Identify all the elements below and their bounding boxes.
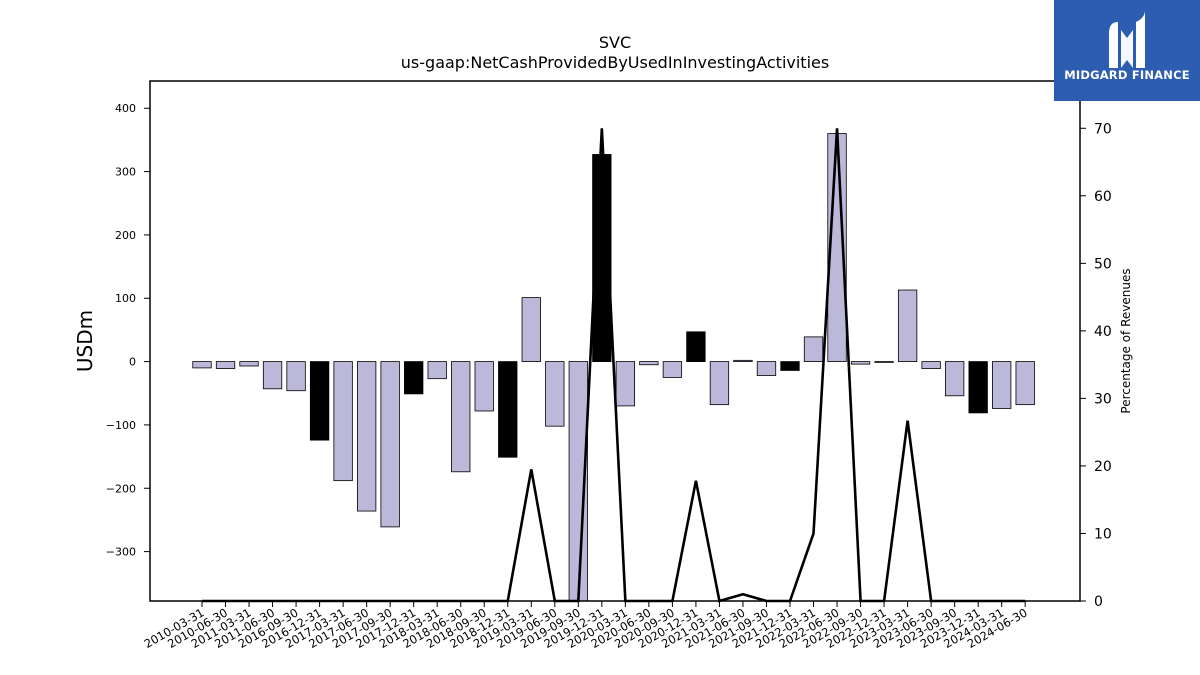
plot-frame [149,80,1081,602]
right-tick-label: 40 [1094,324,1112,340]
bar-2023-03-31 [897,289,918,362]
bar-2020-09-30 [662,361,683,378]
bar-2022-09-30 [850,361,871,365]
bar-2021-12-31 [780,361,800,371]
bar-2019-06-30 [545,361,565,427]
bar-2010-06-30 [215,361,236,369]
left-tick-label: 100 [115,292,136,305]
bar-2024-06-30 [1015,361,1035,406]
bar-2022-12-31 [874,361,894,363]
bar-2017-03-31 [333,361,353,482]
left-tick-label: 0 [129,356,136,369]
bar-2020-03-31 [615,361,636,407]
right-tick-label: 70 [1094,121,1112,137]
bar-2017-09-30 [380,361,400,528]
bar-2023-12-31 [968,361,988,414]
bar-2018-03-31 [427,361,447,380]
bar-2018-12-31 [498,361,518,458]
y-axis-left-label: USDm [73,310,97,372]
right-axis: 0 10 20 30 40 50 60 70 [1080,121,1112,610]
bar-2022-03-31 [803,336,824,362]
bar-2024-03-31 [992,361,1012,409]
midgard-finance-logo: MIDGARD FINANCE [1054,0,1200,101]
bar-2021-06-30 [733,359,753,362]
bar-2018-09-30 [474,361,494,412]
bar-2010-03-31 [192,361,212,369]
left-tick-label: 300 [115,166,136,179]
bar-2023-09-30 [944,361,965,397]
bar-2021-09-30 [756,361,777,376]
left-tick-label: 400 [115,102,136,115]
right-tick-label: 30 [1094,391,1112,407]
right-tick-label: 0 [1094,594,1103,610]
bar-2018-06-30 [451,361,471,473]
x-axis: 2010-03-312010-06-302011-03-312011-06-30… [142,601,1030,651]
chart-title-line1: SVC [599,33,631,52]
bar-2021-03-31 [709,361,730,406]
logo-mark-icon [1109,10,1145,68]
bar-2016-12-31 [309,361,330,441]
right-tick-label: 50 [1094,256,1112,272]
bar-2011-06-30 [262,361,283,390]
bar-2019-03-31 [521,297,541,362]
chart-title-line2: us-gaap:NetCashProvidedByUsedInInvesting… [401,53,829,72]
bar-2020-12-31 [686,331,706,362]
left-tick-label: −200 [106,482,136,495]
right-tick-label: 20 [1094,459,1112,475]
bar-2023-06-30 [921,361,941,369]
left-tick-label: −300 [106,546,136,559]
bar-2011-03-31 [239,361,259,367]
logo-text: MIDGARD FINANCE [1064,68,1190,82]
bar-2020-06-30 [639,361,659,366]
bar-series [192,133,1035,602]
left-axis: 400 300 200 100 0 −100 −200 −300 [106,102,150,559]
left-tick-label: −100 [106,419,136,432]
left-tick-label: 200 [115,229,136,242]
bar-2017-06-30 [356,361,377,512]
bar-2017-12-31 [404,361,424,395]
y-axis-right-label: Percentage of Revenues [1119,268,1133,413]
right-tick-label: 60 [1094,189,1112,205]
bar-2016-09-30 [286,361,306,392]
right-tick-label: 10 [1094,526,1112,542]
